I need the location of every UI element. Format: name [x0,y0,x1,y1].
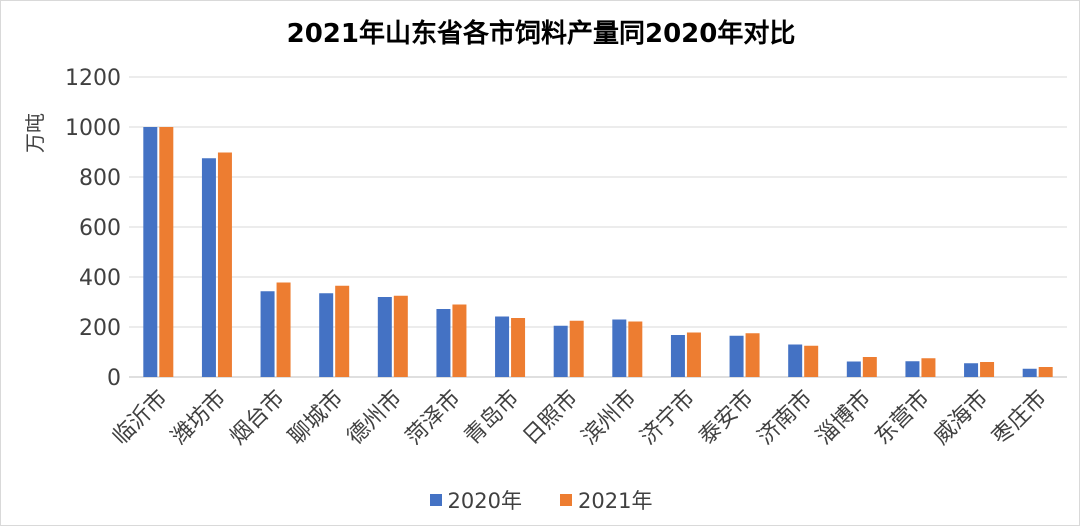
bar-2021 [452,304,467,377]
bar-2021 [628,321,643,377]
x-tick-label: 青岛市 [460,386,524,450]
legend: 2020年 2021年 [1,485,1079,515]
bar-2021 [804,345,819,377]
x-tick-label: 威海市 [929,386,993,450]
x-tick-label: 泰安市 [694,386,758,450]
y-tick-label: 600 [79,216,121,241]
bar-2020 [846,361,861,377]
legend-item-2020: 2020年 [429,485,522,515]
x-tick-label: 淄博市 [812,386,876,450]
y-tick-label: 1200 [65,66,121,91]
bar-2020 [612,319,627,377]
bar-2021 [745,333,760,377]
legend-label-2020: 2020年 [447,489,522,513]
bar-2020 [905,361,920,377]
bar-2020 [788,344,803,377]
x-tick-label: 济宁市 [636,386,700,450]
x-tick-label: 德州市 [343,386,407,450]
bar-2020 [260,291,275,377]
chart-title: 2021年山东省各市饲料产量同2020年对比 [286,19,796,49]
y-tick-label: 400 [79,266,121,291]
y-tick-label: 800 [79,166,121,191]
legend-item-2021: 2021年 [560,485,652,515]
bar-2021 [217,152,232,377]
bar-2020 [670,335,685,377]
x-tick-label: 烟台市 [225,386,289,450]
legend-label-2021: 2021年 [578,489,653,513]
y-tick-label: 1000 [65,116,121,141]
legend-swatch-2020 [429,494,442,506]
y-tick-label: 0 [107,366,121,391]
bar-2021 [686,332,701,377]
x-tick-label: 潍坊市 [167,386,231,450]
bar-2021 [1038,367,1053,377]
bar-2021 [511,318,526,377]
bar-2021 [921,358,936,377]
bar-2020 [201,158,216,377]
bar-2020 [495,316,510,377]
bar-2021 [393,295,408,377]
x-tick-label: 枣庄市 [988,386,1052,450]
legend-swatch-2021 [560,494,572,506]
bar-2020 [1022,368,1037,377]
bar-2021 [159,127,174,377]
bar-2020 [729,335,744,377]
bar-2020 [143,127,158,377]
bar-2020 [964,363,979,377]
bar-2020 [377,297,392,377]
x-tick-label: 济南市 [753,386,817,450]
y-tick-label: 200 [79,316,121,341]
x-tick-label: 菏泽市 [401,386,465,450]
bar-2021 [569,320,584,377]
bar-2021 [276,282,291,377]
bar-2020 [553,325,568,377]
bar-2020 [319,293,334,377]
x-tick-label: 临沂市 [108,386,172,450]
bar-2021 [862,357,877,377]
x-tick-label: 滨州市 [577,386,641,450]
x-tick-label: 东营市 [870,386,934,450]
x-tick-label: 聊城市 [284,386,348,450]
bar-2021 [980,362,995,377]
bar-2021 [335,285,350,377]
bar-2020 [436,309,451,377]
x-tick-label: 日照市 [519,386,583,450]
